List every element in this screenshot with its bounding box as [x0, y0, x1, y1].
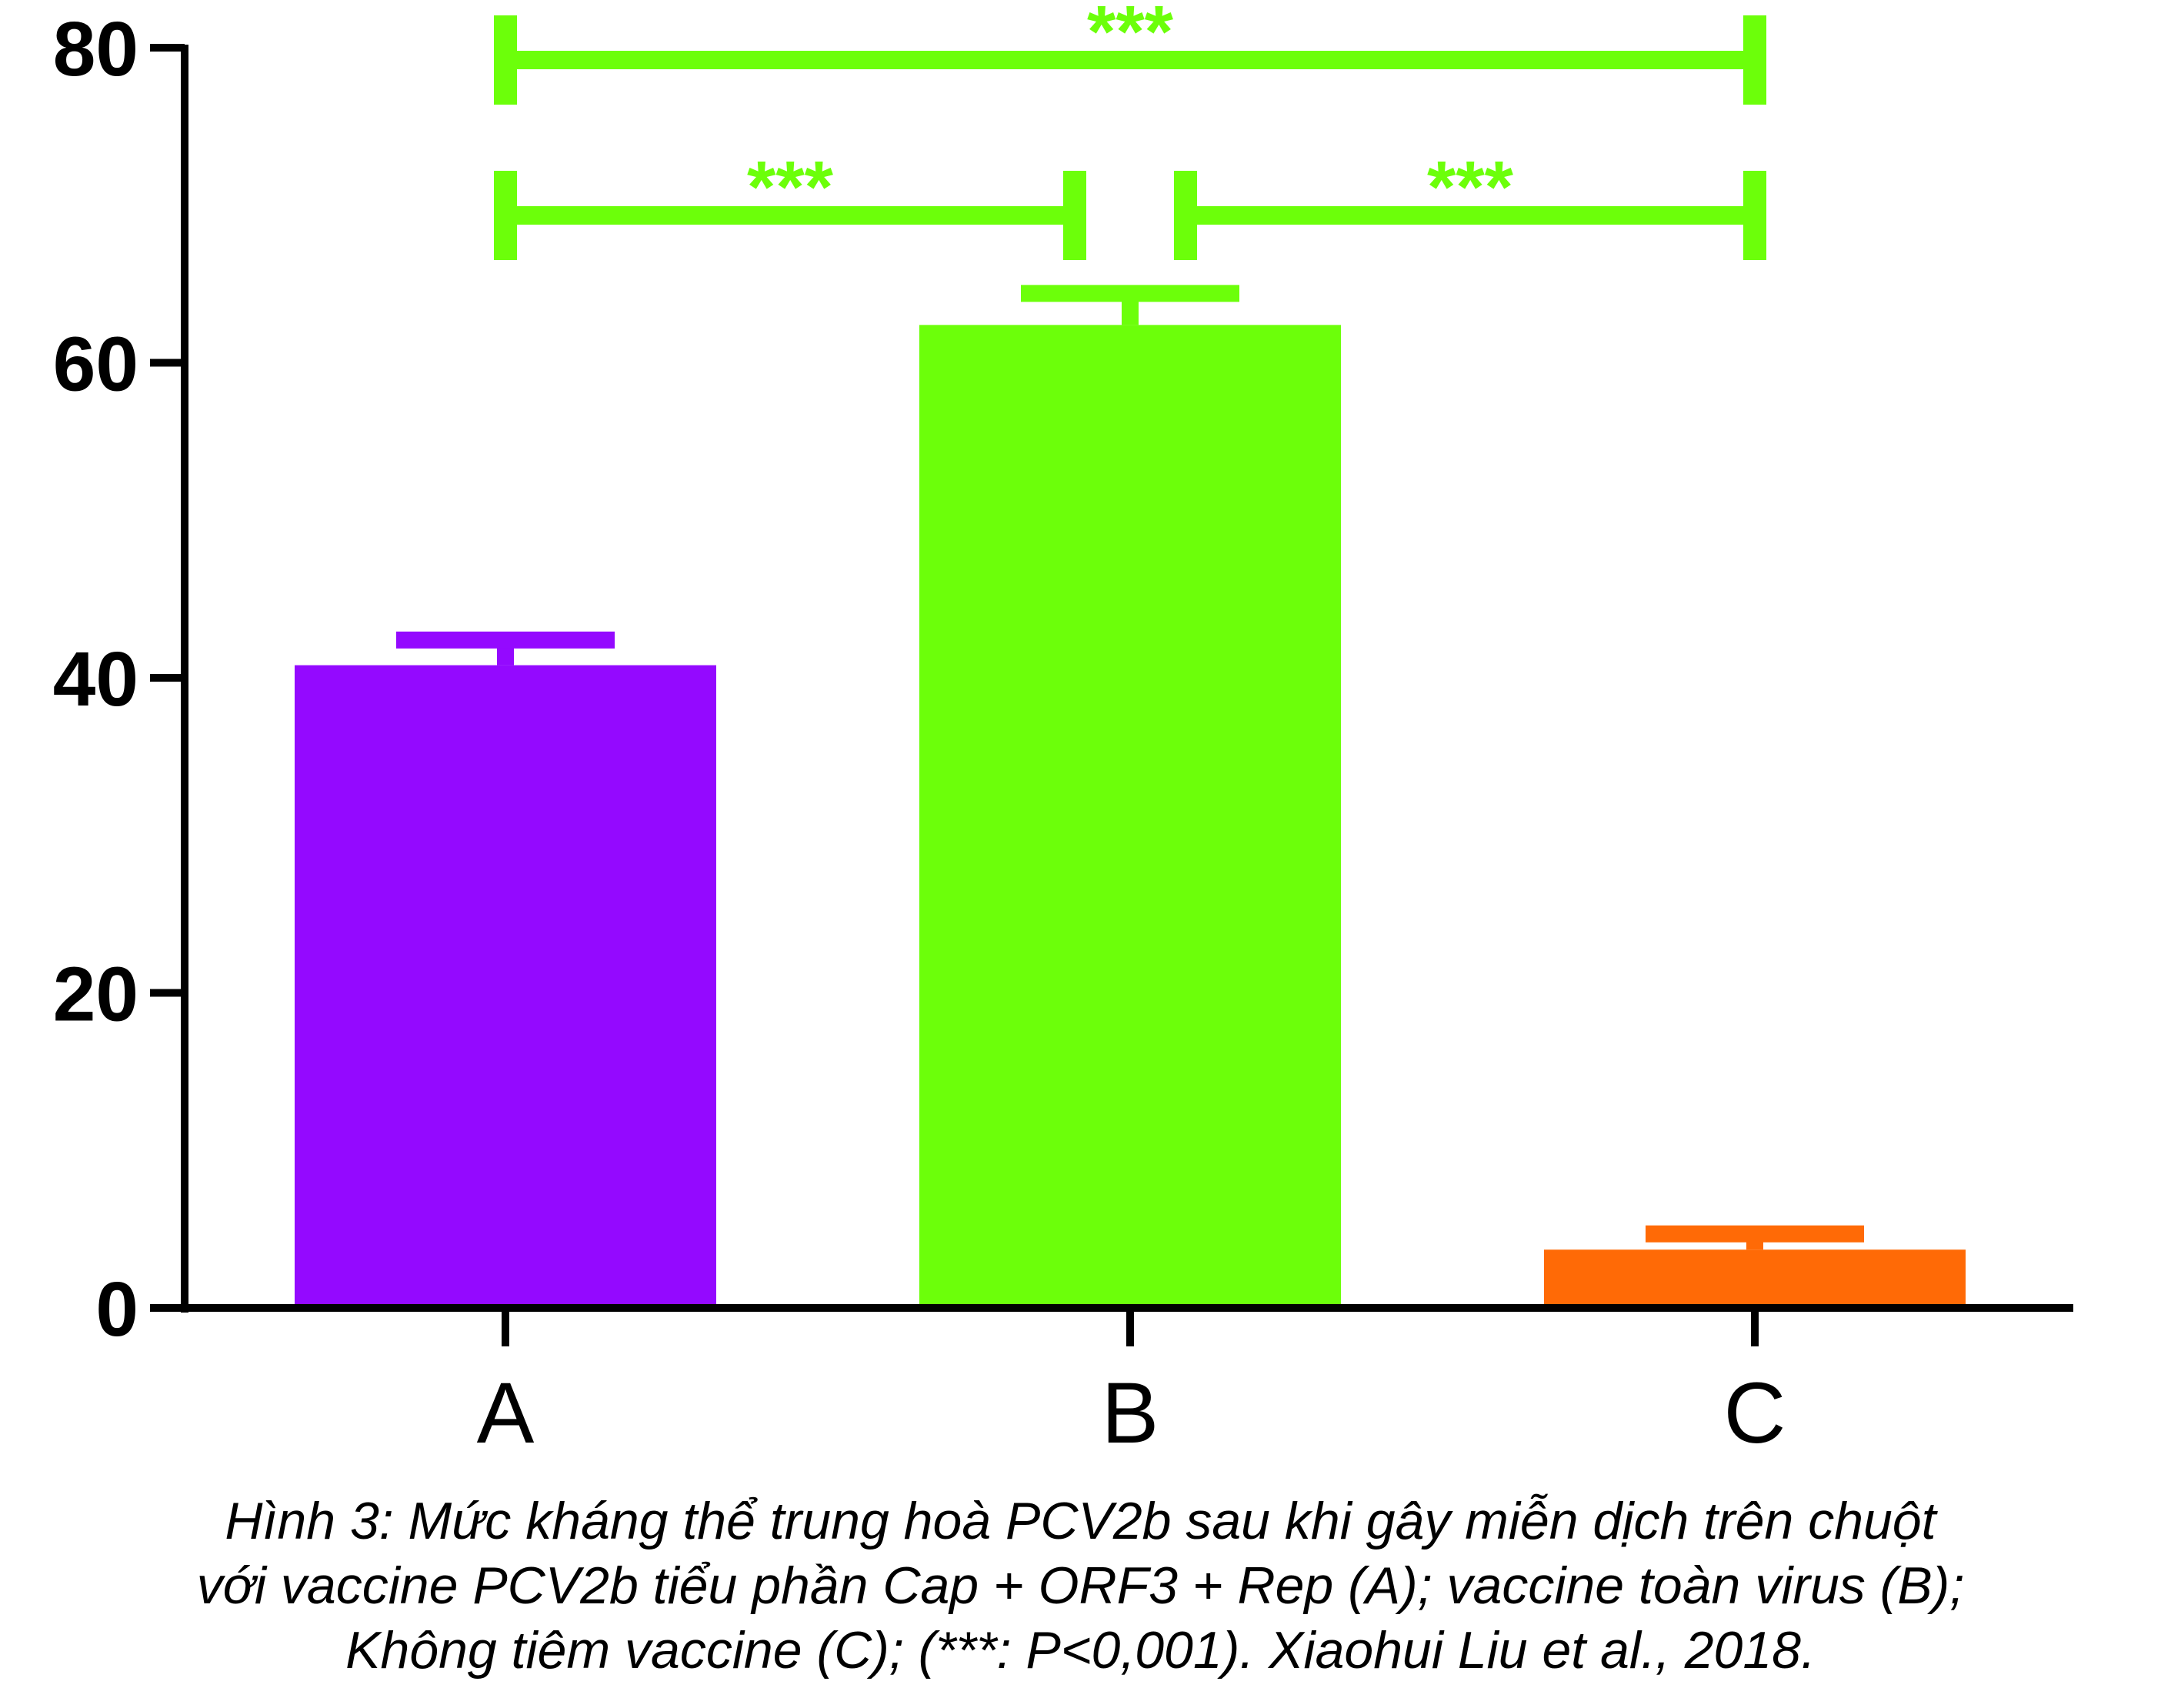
bar-A [295, 665, 716, 1308]
y-tick-label: 80 [53, 6, 138, 92]
caption-line-1: Hình 3: Mức kháng thể trung hoà PCV2b sa… [225, 1492, 1936, 1550]
y-tick-label: 20 [53, 952, 138, 1038]
caption-line-3: Không tiêm vaccine (C); (***: P<0,001). … [345, 1621, 1816, 1680]
y-tick-label: 40 [53, 636, 138, 722]
x-category-label: B [1102, 1365, 1159, 1461]
significance-label: *** [1427, 146, 1514, 229]
bar-B [919, 325, 1341, 1308]
figure-caption: Hình 3: Mức kháng thể trung hoà PCV2b sa… [0, 1489, 2161, 1683]
significance-label: *** [747, 146, 834, 229]
x-category-label: C [1724, 1365, 1786, 1461]
significance-label: *** [1087, 0, 1174, 73]
y-tick-label: 60 [53, 322, 138, 408]
bar-C [1544, 1249, 1966, 1308]
x-category-label: A [477, 1365, 535, 1461]
bar-chart: 0 20 40 60 80 A B C *** *** *** [53, 0, 2073, 1461]
y-tick-label: 0 [95, 1266, 138, 1353]
caption-line-2: với vaccine PCV2b tiểu phần Cap + ORF3 +… [196, 1556, 1965, 1615]
